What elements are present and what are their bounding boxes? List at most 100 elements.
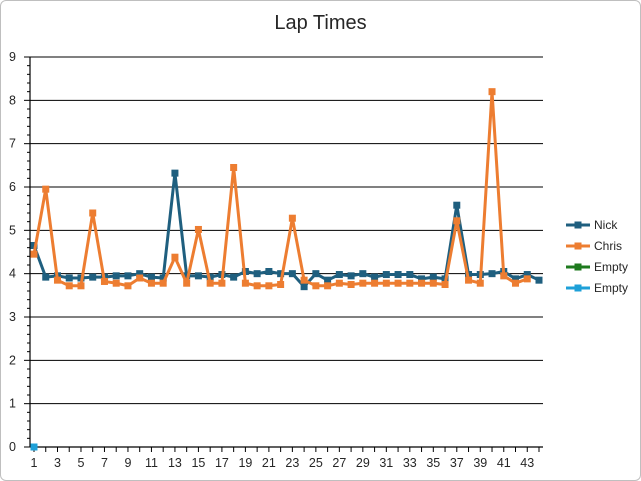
y-tick-label: 7 — [9, 137, 16, 151]
series-point — [535, 276, 543, 284]
series-point — [500, 272, 508, 280]
x-tick-labels: 1 3 5 7 9 11 13 15 17 19 21 23 25 27 29 31 33 35 37 39 41 43 — [31, 456, 535, 470]
x-tick-label: 13 — [168, 456, 182, 470]
series-point — [382, 279, 390, 287]
y-tick-label: 3 — [9, 310, 16, 324]
legend-label: Nick — [594, 218, 618, 232]
y-tick-label: 0 — [9, 440, 16, 454]
legend-label: Chris — [594, 239, 622, 253]
series-layer — [30, 88, 543, 451]
x-tick-label: 23 — [285, 456, 299, 470]
series-point — [183, 279, 191, 287]
y-tick-label: 1 — [9, 397, 16, 411]
series-point — [335, 271, 343, 279]
x-tick-label: 17 — [215, 456, 229, 470]
series-point — [159, 279, 167, 287]
series-point — [218, 279, 226, 287]
series-line — [32, 90, 528, 288]
series-point — [147, 279, 155, 287]
series-point — [42, 185, 50, 193]
series-point — [406, 279, 414, 287]
series-point — [465, 276, 473, 284]
series-point — [441, 281, 449, 288]
series-point — [288, 214, 296, 222]
series-point — [512, 279, 520, 287]
series-3 — [30, 443, 38, 451]
legend-label: Empty — [594, 260, 628, 274]
legend-label: Empty — [594, 281, 628, 295]
series-point — [371, 279, 379, 287]
grid-lines — [30, 56, 543, 405]
series-point — [194, 225, 202, 233]
series-point — [453, 201, 461, 209]
series-point — [77, 282, 85, 290]
series-point — [371, 273, 379, 281]
x-tick-label: 39 — [473, 456, 487, 470]
series-point — [359, 270, 367, 278]
series-point — [429, 273, 437, 281]
y-tick-label: 6 — [9, 180, 16, 194]
series-point — [429, 279, 437, 287]
series-point — [406, 271, 414, 279]
x-tick-label: 27 — [332, 456, 346, 470]
series-point — [488, 88, 496, 96]
series-point — [300, 276, 308, 284]
series-point — [159, 274, 167, 282]
x-tick-label: 43 — [520, 456, 534, 470]
x-tick-label: 29 — [356, 456, 370, 470]
series-point — [277, 270, 285, 278]
series-point — [382, 271, 390, 279]
series-point — [30, 242, 38, 249]
y-tick-label: 9 — [9, 50, 16, 64]
series-point — [53, 276, 61, 284]
x-tick-label: 35 — [426, 456, 440, 470]
legend-swatch-marker — [574, 221, 582, 229]
x-tick-label: 3 — [54, 456, 61, 470]
x-tick-label: 25 — [309, 456, 323, 470]
series-point — [136, 270, 144, 278]
series-point — [418, 279, 426, 287]
series-point — [171, 253, 179, 261]
series-point — [112, 272, 120, 280]
series-point — [147, 273, 155, 281]
series-point — [300, 283, 308, 291]
series-point — [265, 268, 273, 275]
legend-swatch-marker — [574, 263, 582, 271]
series-point — [512, 275, 520, 283]
series-point — [394, 271, 402, 279]
series-point — [359, 279, 367, 287]
series-1 — [30, 88, 531, 290]
series-point — [230, 273, 238, 281]
y-tick-label: 2 — [9, 353, 16, 367]
series-point — [124, 272, 132, 280]
y-tick-label: 8 — [9, 93, 16, 107]
x-tick-label: 9 — [124, 456, 131, 470]
series-point — [347, 272, 355, 280]
x-tick-label: 37 — [450, 456, 464, 470]
y-tick-label: 5 — [9, 223, 16, 237]
chart-title: Lap Times — [274, 12, 367, 34]
series-point — [230, 164, 238, 171]
series-point — [288, 270, 296, 278]
legend-item: Nick — [566, 218, 618, 232]
x-tick-label: 11 — [145, 456, 158, 470]
legend-item: Empty — [566, 260, 628, 274]
x-tick-label: 41 — [497, 456, 511, 470]
x-tick-label: 31 — [379, 456, 393, 470]
series-point — [335, 279, 343, 287]
series-point — [265, 282, 273, 290]
series-point — [42, 273, 50, 281]
series-point — [253, 270, 261, 278]
series-point — [183, 272, 191, 280]
series-point — [136, 274, 144, 282]
series-point — [241, 279, 249, 287]
x-tick-label: 5 — [78, 456, 85, 470]
series-point — [124, 282, 132, 290]
x-tick-label: 19 — [238, 456, 252, 470]
series-point — [312, 282, 320, 290]
y-tick-label: 4 — [9, 267, 16, 281]
legend: Nick Chris Empty Empty — [566, 218, 628, 295]
series-point — [65, 274, 73, 282]
